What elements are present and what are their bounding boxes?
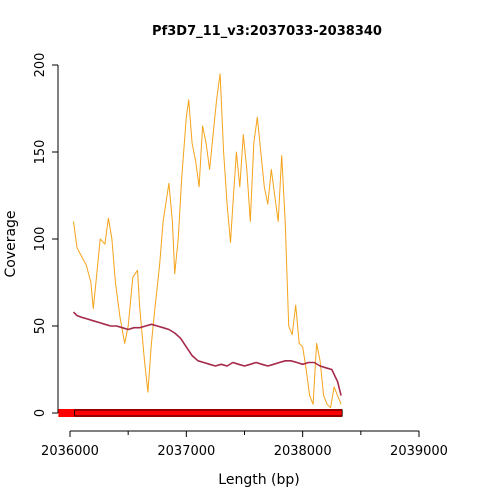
- y-tick-label: 150: [33, 140, 48, 165]
- feature-bar: [58, 409, 343, 417]
- plot-area: [58, 73, 343, 417]
- x-tick-label: 2038000: [274, 444, 332, 459]
- y-tick-label: 0: [33, 409, 48, 417]
- x-tick-label: 2036000: [41, 444, 99, 459]
- chart-title: Pf3D7_11_v3:2037033-2038340: [152, 24, 382, 39]
- x-axis-label: Length (bp): [218, 472, 299, 488]
- x-tick-label: 2037000: [157, 444, 215, 459]
- x-tick-label: 2039000: [390, 444, 448, 459]
- y-axis: 0 50 100 150 200: [33, 53, 59, 417]
- x-axis: 2036000 2037000 2038000 2039000: [41, 430, 448, 459]
- feature-bar-outline: [74, 409, 343, 417]
- y-axis-label: Coverage: [3, 210, 19, 277]
- y-tick-label: 200: [33, 53, 48, 78]
- coverage-series-2-line: [72, 311, 342, 396]
- coverage-series-1-line: [73, 73, 342, 409]
- y-tick-label: 50: [33, 318, 48, 335]
- y-tick-label: 100: [33, 227, 48, 252]
